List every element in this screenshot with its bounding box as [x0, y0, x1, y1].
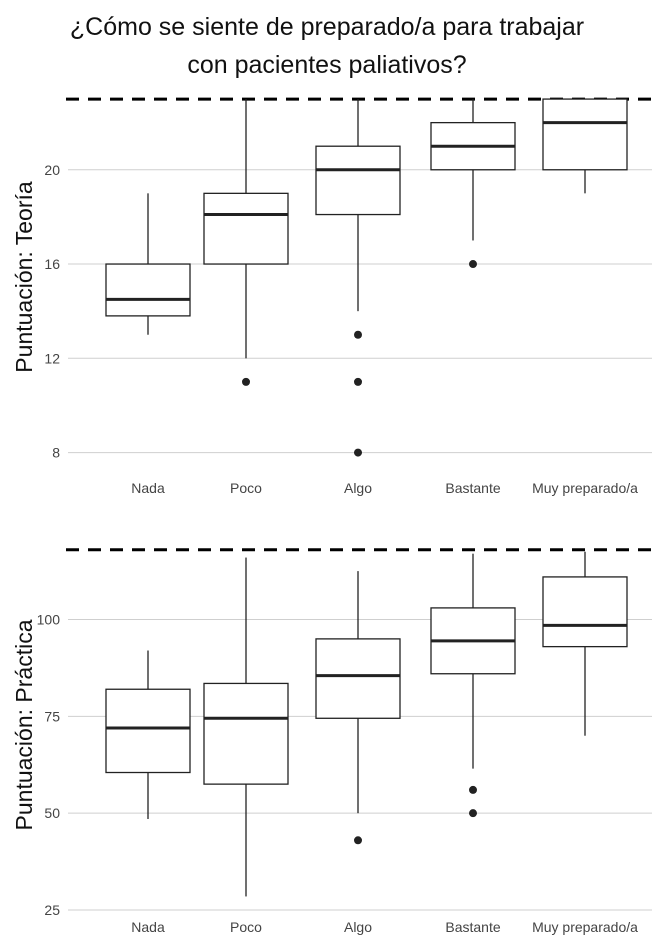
outlier-point: [469, 785, 477, 794]
chart-title-line-2: con pacientes paliativos?: [187, 51, 467, 79]
chart-title: ¿Cómo se siente de preparado/a para trab…: [0, 8, 654, 84]
box-iqr: [105, 263, 191, 317]
x-tick-label: Poco: [230, 480, 262, 496]
outlier-point: [469, 260, 477, 269]
box-iqr: [542, 98, 628, 171]
y-tick-label: 100: [37, 612, 61, 628]
y-axis-label: Puntuación: Teoría: [11, 181, 37, 373]
y-tick-label: 25: [44, 902, 60, 918]
x-tick-label: Algo: [344, 919, 372, 935]
x-tick-label: Nada: [131, 480, 165, 496]
y-tick-label: 16: [44, 256, 60, 272]
y-tick-label: 12: [44, 350, 60, 366]
box-iqr: [203, 192, 289, 265]
x-tick-label: Bastante: [445, 919, 500, 935]
y-tick-label: 20: [44, 162, 60, 178]
box-iqr: [203, 682, 289, 785]
box-iqr: [315, 145, 401, 216]
outlier-point: [469, 809, 477, 818]
x-tick-label: Poco: [230, 919, 262, 935]
x-tick-label: Bastante: [445, 480, 500, 496]
chart-title-line-1: ¿Cómo se siente de preparado/a para trab…: [69, 13, 585, 41]
y-tick-label: 50: [44, 805, 60, 821]
outlier-point: [354, 836, 362, 845]
box-iqr: [105, 688, 191, 774]
x-tick-label: Algo: [344, 480, 372, 496]
x-tick-label: Nada: [131, 919, 165, 935]
outlier-point: [354, 448, 362, 457]
x-tick-label: Muy preparado/a: [532, 480, 638, 496]
box-iqr: [542, 576, 628, 648]
outlier-point: [354, 330, 362, 339]
box-iqr: [315, 638, 401, 719]
outlier-point: [354, 377, 362, 386]
y-tick-label: 8: [52, 445, 60, 461]
y-axis-label: Puntuación: Práctica: [11, 619, 37, 830]
y-tick-label: 75: [44, 708, 60, 724]
x-tick-label: Muy preparado/a: [532, 919, 638, 935]
outlier-point: [242, 377, 250, 386]
